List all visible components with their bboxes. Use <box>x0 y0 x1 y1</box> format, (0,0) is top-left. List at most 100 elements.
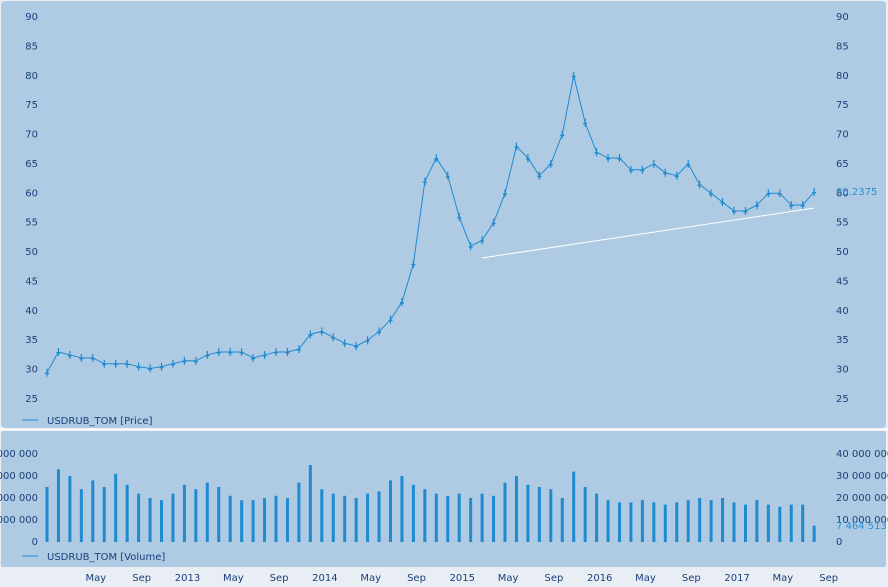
volume-bar <box>148 498 152 542</box>
volume-bar <box>194 489 198 542</box>
price-panel-background <box>1 1 886 428</box>
volume-bar <box>285 498 289 542</box>
price-tick-left: 35 <box>25 335 38 346</box>
price-tick-left: 40 <box>25 306 38 317</box>
volume-bar <box>583 487 587 542</box>
volume-bar <box>446 495 450 542</box>
volume-bar <box>572 471 576 542</box>
x-tick-label: 2014 <box>312 573 337 584</box>
volume-bar <box>400 476 404 542</box>
volume-bar <box>308 465 312 542</box>
price-legend-label: USDRUB_TOM [Price] <box>47 416 153 427</box>
volume-bar <box>263 498 267 542</box>
volume-bar <box>331 493 335 542</box>
price-tick-right: 90 <box>836 12 849 23</box>
volume-bar <box>240 500 244 542</box>
volume-tick-left: 30 000 000 <box>0 471 38 482</box>
volume-bar <box>343 495 347 542</box>
price-tick-left: 45 <box>25 276 38 287</box>
volume-bar <box>377 491 381 542</box>
volume-bar <box>778 506 782 542</box>
x-tick-label: 2015 <box>450 573 475 584</box>
volume-bar <box>469 498 473 542</box>
volume-bar <box>709 500 713 542</box>
x-tick-label: Sep <box>407 573 426 584</box>
price-tick-left: 80 <box>25 71 38 82</box>
volume-bar <box>125 484 129 542</box>
volume-bar <box>171 493 175 542</box>
volume-tick-left: 0 <box>32 537 38 548</box>
volume-bar <box>91 480 95 542</box>
volume-bar <box>514 476 518 542</box>
volume-bar <box>251 500 255 542</box>
volume-bar <box>160 500 163 542</box>
volume-bar <box>56 469 60 542</box>
price-tick-left: 55 <box>25 218 38 229</box>
x-tick-label: 2013 <box>175 573 200 584</box>
volume-bar <box>675 502 679 542</box>
price-tick-right: 35 <box>836 335 849 346</box>
price-tick-left: 65 <box>25 159 38 170</box>
price-tick-left: 30 <box>25 365 38 376</box>
volume-bar <box>102 487 106 542</box>
volume-axis-left: 0 10 000 000 20 000 000 30 000 000 40 000 00… <box>0 449 38 548</box>
volume-bar <box>217 487 221 542</box>
trendline-layer <box>482 207 815 259</box>
price-tick-right: 70 <box>836 130 849 141</box>
price-tick-left: 25 <box>25 394 38 405</box>
volume-bar <box>274 495 278 542</box>
volume-bar <box>320 489 324 542</box>
price-tick-right: 80 <box>836 71 849 82</box>
price-tick-right: 45 <box>836 276 849 287</box>
volume-tick-left: 20 000 000 <box>0 493 38 504</box>
volume-bar <box>698 498 702 542</box>
price-tick-right: 25 <box>836 394 849 405</box>
volume-bar <box>629 502 633 542</box>
price-axis-right: 90 85 80 75 70 65 60 55 50 45 40 35 30 25 <box>836 12 849 405</box>
volume-last-value: 7 464 513 <box>836 521 887 532</box>
volume-bar <box>297 482 301 542</box>
volume-bar <box>766 504 770 542</box>
price-legend: USDRUB_TOM [Price] <box>22 416 153 427</box>
price-tick-left: 75 <box>25 100 38 111</box>
volume-tick-right: 20 000 000 <box>836 493 888 504</box>
volume-tick-right: 10 000 000 <box>836 515 888 526</box>
volume-bar <box>560 498 564 542</box>
volume-bar <box>526 484 530 542</box>
x-tick-label: May <box>360 573 381 584</box>
volume-bar <box>549 489 553 542</box>
price-tick-left: 70 <box>25 130 38 141</box>
volume-bar <box>423 489 427 542</box>
price-last-value: 60.2375 <box>836 187 877 198</box>
price-tick-right: 75 <box>836 100 849 111</box>
volume-bar <box>205 482 209 542</box>
x-axis-band <box>1 567 886 586</box>
volume-bar <box>640 500 644 542</box>
x-tick-label: Sep <box>819 573 838 584</box>
volume-bar <box>182 484 186 542</box>
x-tick-label: 2017 <box>724 573 749 584</box>
x-tick-label: May <box>498 573 519 584</box>
x-tick-label: Sep <box>682 573 701 584</box>
volume-panel-background <box>1 431 886 567</box>
volume-bar <box>411 484 415 542</box>
volume-series <box>45 465 816 542</box>
x-tick-label: May <box>86 573 107 584</box>
volume-tick-left: 40 000 000 <box>0 449 38 460</box>
volume-bar <box>45 487 49 542</box>
volume-legend-label: USDRUB_TOM [Volume] <box>47 552 165 563</box>
price-axis-left: 90 85 80 75 70 65 60 55 50 45 40 35 30 25 <box>25 12 38 405</box>
volume-bar <box>743 504 747 542</box>
volume-bar <box>366 493 370 542</box>
price-tick-left: 90 <box>25 12 38 23</box>
x-axis: May Sep 2013 May Sep 2014 May Sep 2015 May Sep 2016… <box>86 573 839 584</box>
price-tick-right: 30 <box>836 365 849 376</box>
volume-bar <box>721 498 725 542</box>
volume-bar <box>755 500 759 542</box>
x-tick-label: May <box>773 573 794 584</box>
volume-bar <box>480 493 484 542</box>
volume-bar <box>434 493 438 542</box>
volume-bar <box>79 489 83 542</box>
price-tick-right: 40 <box>836 306 849 317</box>
